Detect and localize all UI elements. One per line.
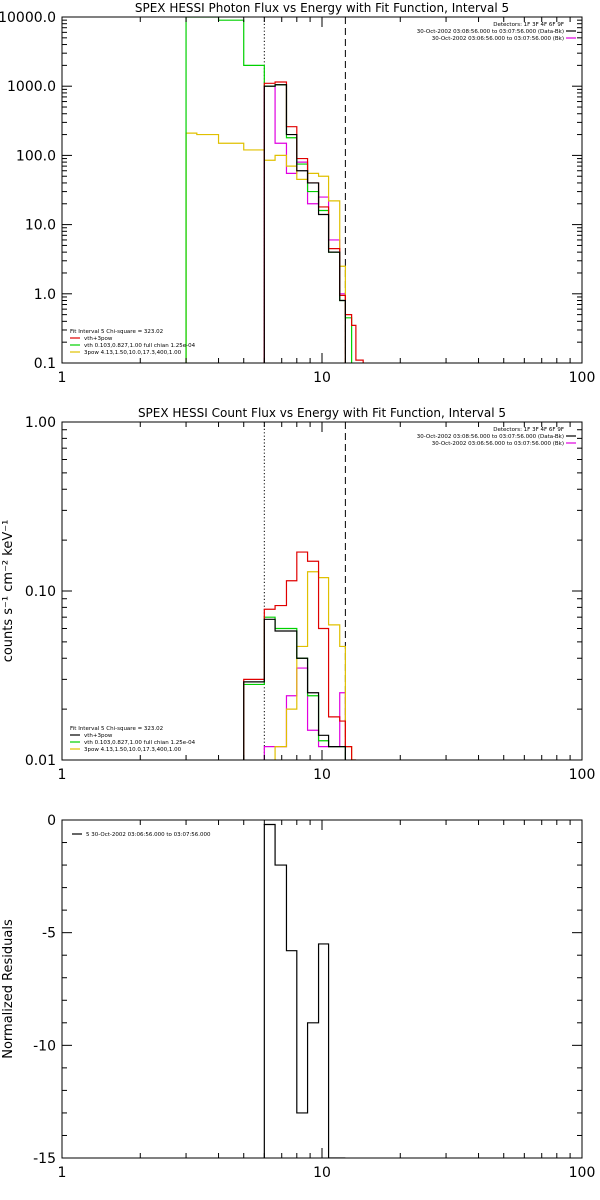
- series-line-2: [274, 571, 356, 760]
- y-tick-label: 0.1: [34, 356, 56, 372]
- chart-title: SPEX HESSI Photon Flux vs Energy with Fi…: [135, 1, 509, 15]
- plot-frame: [61, 16, 583, 364]
- series-line-1: [263, 823, 346, 1158]
- fit-legend-entry: vth+3pow: [84, 336, 113, 342]
- fit-legend-entry: 3pow 4.13,1.50,10.0,17.3,400,1.00: [84, 747, 182, 753]
- x-tick-label: 100: [569, 370, 596, 386]
- x-tick-label: 100: [569, 1165, 596, 1181]
- y-tick-label: 1.0: [34, 287, 56, 303]
- chart-panel-1: SPEX HESSI Photon Flux vs Energy with Fi…: [0, 1, 595, 386]
- series-line-5: [243, 618, 346, 760]
- y-tick-label: 10000.0: [0, 10, 56, 26]
- chart-panel-3: Normalized Residuals 1 10 100 0 -5 -10 -15 5 30-…: [1, 813, 595, 1181]
- y-tick-label: -10: [33, 1038, 56, 1054]
- fit-legend-title: Fit Interval 5 Chi-square = 323.02: [70, 329, 163, 335]
- y-tick-label: 1000.0: [7, 79, 56, 95]
- fit-legend-entry: vth 0.103,0.827,1.00 full chian 1.25e-04: [84, 740, 196, 746]
- chart-title: SPEX HESSI Count Flux vs Energy with Fit…: [138, 406, 506, 420]
- legend-entry: 5 30-Oct-2002 03:06:56.000 to 03:07:56.0…: [86, 832, 211, 838]
- fit-legend-entry: vth 0.103,0.827,1.00 full chian 1.25e-04: [84, 343, 196, 349]
- y-tick-label: -5: [42, 926, 56, 942]
- y-tick-label: 100.0: [16, 148, 56, 164]
- legend-entry: Detectors: 1F 3F 4F 6F 9F: [493, 427, 564, 433]
- x-tick-label: 1: [58, 767, 67, 783]
- x-tick-label: 10: [313, 767, 331, 783]
- y-tick-label: 10.0: [25, 218, 56, 234]
- fit-legend-entry: vth+3pow: [84, 733, 113, 739]
- legend-entry: 30-Oct-2002 03:06:56.000 to 03:07:56.000…: [432, 441, 564, 447]
- plot-area: [185, 17, 364, 363]
- x-tick-label: 100: [569, 767, 596, 783]
- y-tick-label: 1.00: [25, 415, 56, 431]
- legend-entry: Detectors: 1F 3F 4F 6F 9F: [493, 22, 564, 28]
- plot-area: [263, 823, 346, 1158]
- x-tick-label: 1: [58, 1165, 67, 1181]
- series-line-3: [185, 17, 353, 363]
- series-line-1: [263, 85, 346, 363]
- legend-entry: 30-Oct-2002 03:08:56.000 to 03:07:56.000…: [417, 29, 564, 35]
- y-tick-label: 0.10: [25, 584, 56, 600]
- x-tick-label: 1: [58, 370, 67, 386]
- chart-panel-2: SPEX HESSI Count Flux vs Energy with Fit…: [1, 406, 595, 783]
- series-line-4: [263, 81, 364, 363]
- legend-entry: 30-Oct-2002 03:08:56.000 to 03:07:56.000…: [417, 434, 564, 440]
- plot-area: [243, 422, 356, 760]
- series-line-3: [243, 616, 346, 760]
- series-line-5: [263, 84, 346, 363]
- y-axis-label: Normalized Residuals: [1, 919, 16, 1059]
- series-line-4: [243, 551, 356, 760]
- x-tick-label: 10: [313, 1165, 331, 1181]
- legend-entry: 30-Oct-2002 03:06:56.000 to 03:07:56.000…: [432, 36, 564, 42]
- x-tick-label: 10: [313, 370, 331, 386]
- y-tick-label: 0: [47, 813, 56, 829]
- plot-frame: [61, 421, 583, 761]
- fit-legend-title: Fit Interval 5 Chi-square = 323.02: [70, 726, 163, 732]
- fit-legend-entry: 3pow 4.13,1.50,10.0,17.3,400,1.00: [84, 350, 182, 356]
- y-tick-label: -15: [33, 1151, 56, 1167]
- y-axis-label: counts s⁻¹ cm⁻² keV⁻¹: [1, 520, 16, 663]
- y-tick-label: 0.01: [25, 753, 56, 769]
- plot-frame: [61, 819, 583, 1159]
- series-line-2: [185, 132, 346, 363]
